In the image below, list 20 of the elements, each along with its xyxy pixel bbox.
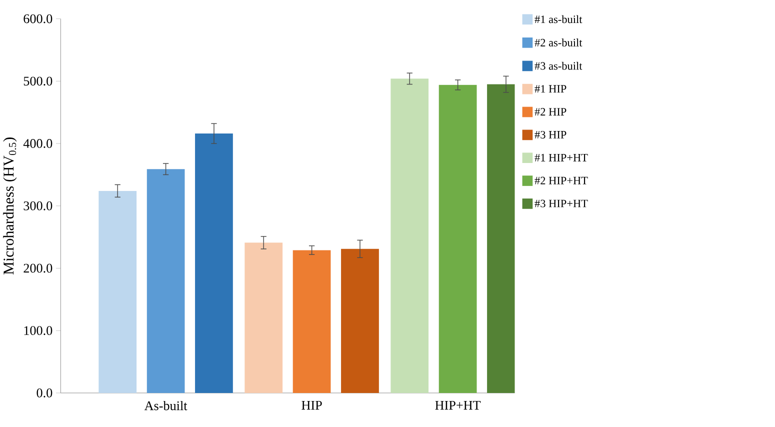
legend-label: #2 HIP+HT	[534, 176, 588, 184]
x-tick-label: HIP+HT	[435, 401, 481, 410]
y-tick-label: 400.0	[23, 139, 52, 148]
legend-label: #3 HIP	[534, 131, 566, 139]
legend-label: #2 as-built	[534, 38, 582, 47]
legend-label: #1 as-built	[534, 15, 582, 24]
legend-label: #1 HIP	[534, 85, 566, 93]
y-tick-label: 200.0	[24, 264, 52, 273]
legend-label: #3 HIP+HT	[534, 200, 588, 208]
y-axis-title: Microhardness (HV$_{0.5}$)	[3, 138, 17, 275]
legend-label: #1 HIP+HT	[534, 154, 588, 162]
y-tick-label: 600.0	[24, 14, 52, 24]
y-tick-label: 300.0	[24, 202, 52, 210]
y-tick-label: 500.0	[24, 76, 52, 86]
y-tick-label: 100.0	[24, 326, 52, 336]
x-tick-label: HIP	[302, 401, 322, 410]
legend-label: #3 as-built	[534, 62, 582, 70]
x-tick-label: As-built	[144, 401, 188, 410]
y-tick-label: 0.0	[36, 388, 52, 398]
legend-label: #2 HIP	[534, 108, 566, 116]
